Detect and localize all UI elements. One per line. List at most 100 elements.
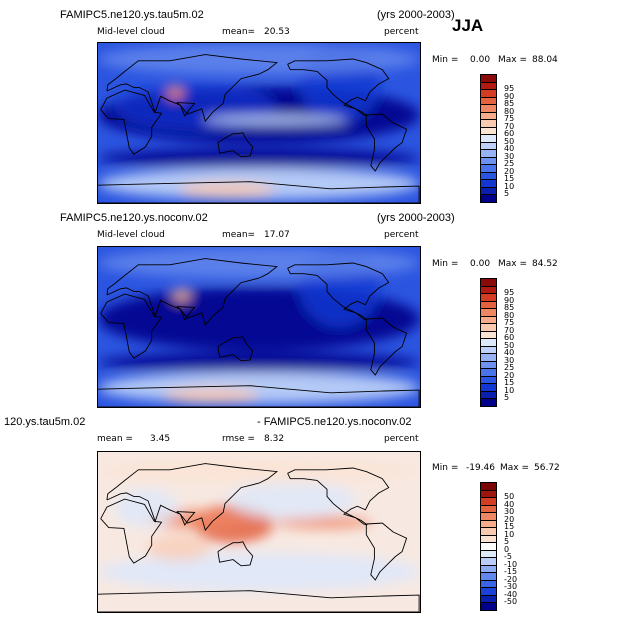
panel3-max-label: Max = — [500, 463, 530, 473]
panel2-colorbar: 5 10 15 20 25 30 40 50 60 70 75 80 85 90 95 — [480, 278, 540, 407]
colorbar-cell — [480, 308, 497, 317]
panel1-map — [97, 42, 421, 204]
colorbar-level-label: 90 — [504, 295, 515, 305]
panel2-variable: Mid-level cloud — [97, 230, 165, 240]
coastline — [106, 463, 279, 532]
coastline — [106, 258, 279, 327]
panel3-map-svg — [98, 452, 420, 612]
colorbar-level-label: 10 — [504, 181, 515, 191]
colorbar-cell — [480, 141, 497, 151]
colorbar-cell — [480, 368, 497, 377]
colorbar-level-label: -30 — [504, 582, 518, 592]
field-blob — [178, 182, 276, 199]
colorbar-level-label: 85 — [504, 99, 515, 109]
coastline — [176, 306, 196, 321]
coastline — [365, 522, 408, 581]
colorbar-cell — [480, 171, 497, 181]
panel1-case-title: FAMIPC5.ne120.ys.tau5m.02 — [60, 9, 204, 21]
colorbar-cell — [480, 330, 497, 340]
panel1-colorbar: 5 10 15 20 25 30 40 50 60 70 75 80 85 90 95 — [480, 74, 540, 203]
panel1-min-label: Min = — [432, 55, 459, 65]
field-blob — [162, 387, 259, 404]
panel1-map-svg — [98, 43, 420, 203]
colorbar-cell — [480, 353, 497, 362]
colorbar-cell — [480, 89, 497, 98]
colorbar-cell — [480, 96, 497, 106]
coastline — [287, 467, 390, 526]
field-blob — [146, 535, 211, 561]
colorbar-level-label: 20 — [504, 514, 515, 524]
colorbar-level-label: -20 — [504, 574, 518, 584]
colorbar-level-label: 75 — [504, 114, 515, 124]
colorbar-cell — [480, 81, 497, 91]
panel1-mean-value: 20.53 — [264, 27, 290, 37]
field-blob — [173, 288, 190, 302]
panel2-min-value: 0.00 — [470, 259, 491, 269]
colorbar-cell — [480, 360, 497, 370]
panel2-case-title: FAMIPC5.ne120.ys.noconv.02 — [60, 212, 208, 224]
colorbar-cell — [480, 104, 497, 113]
field-blob — [167, 86, 184, 99]
panel2-max-label: Max = — [498, 259, 528, 269]
colorbar-level-label: 20 — [504, 370, 515, 380]
colorbar-cell — [480, 527, 497, 536]
colorbar-cell — [480, 383, 497, 392]
colorbar-level-label: 50 — [504, 492, 515, 502]
colorbar-level-label: 25 — [504, 159, 515, 169]
colorbar-cell — [480, 278, 497, 287]
colorbar-cell — [480, 557, 497, 566]
panel3-rmse-value: 8.32 — [264, 434, 285, 444]
colorbar-cell — [480, 542, 497, 551]
colorbar-level-label: 70 — [504, 325, 515, 335]
colorbar-cell — [480, 390, 497, 400]
colorbar-cell — [480, 489, 497, 499]
colorbar-level-label: -50 — [504, 597, 518, 607]
colorbar-cell — [480, 285, 497, 295]
colorbar-cell — [480, 549, 497, 559]
colorbar-level-label: 90 — [504, 91, 515, 101]
panel2-years: (yrs 2000-2003) — [377, 212, 455, 224]
colorbar-cell — [480, 300, 497, 310]
panel2-min-label: Min = — [432, 259, 459, 269]
colorbar-cell — [480, 345, 497, 355]
colorbar-cell — [480, 572, 497, 581]
colorbar-cell — [480, 587, 497, 596]
colorbar-level-label: 60 — [504, 129, 515, 139]
panel2-mean-value: 17.07 — [264, 230, 290, 240]
panel3-mean-label: mean = — [97, 434, 133, 444]
field-blob — [98, 458, 420, 484]
colorbar-cell — [480, 504, 497, 514]
colorbar-level-label: 5 — [504, 189, 510, 199]
colorbar-level-label: 25 — [504, 363, 515, 373]
panel1-mean-label: mean= — [222, 27, 256, 37]
colorbar-cell — [480, 534, 497, 544]
panel3-units: percent — [384, 434, 419, 444]
coastline — [98, 385, 420, 407]
colorbar-level-label: 85 — [504, 303, 515, 313]
colorbar-cell — [480, 194, 497, 203]
colorbar-cell — [480, 149, 497, 158]
coastline — [176, 511, 196, 526]
field-blob — [275, 516, 372, 529]
colorbar-cell — [480, 519, 497, 529]
colorbar-level-label: 5 — [504, 393, 510, 403]
panel2-map-svg — [98, 247, 420, 407]
colorbar-level-label: 60 — [504, 333, 515, 343]
colorbar-level-label: 10 — [504, 529, 515, 539]
field-blob — [98, 552, 420, 592]
field-layer — [98, 247, 420, 404]
colorbar-cell — [480, 293, 497, 302]
coastlines — [98, 258, 420, 407]
colorbar-cell — [480, 602, 497, 611]
field-blob — [98, 43, 420, 75]
colorbar-level-label: 15 — [504, 174, 515, 184]
coastline — [100, 89, 163, 155]
colorbar-cell — [480, 315, 497, 325]
colorbar-level-label: 50 — [504, 340, 515, 350]
field-blob — [98, 247, 420, 279]
colorbar-level-label: 80 — [504, 310, 515, 320]
field-layer — [98, 458, 420, 592]
coastline — [217, 541, 254, 567]
colorbar-level-label: 15 — [504, 522, 515, 532]
coastline — [100, 498, 163, 564]
